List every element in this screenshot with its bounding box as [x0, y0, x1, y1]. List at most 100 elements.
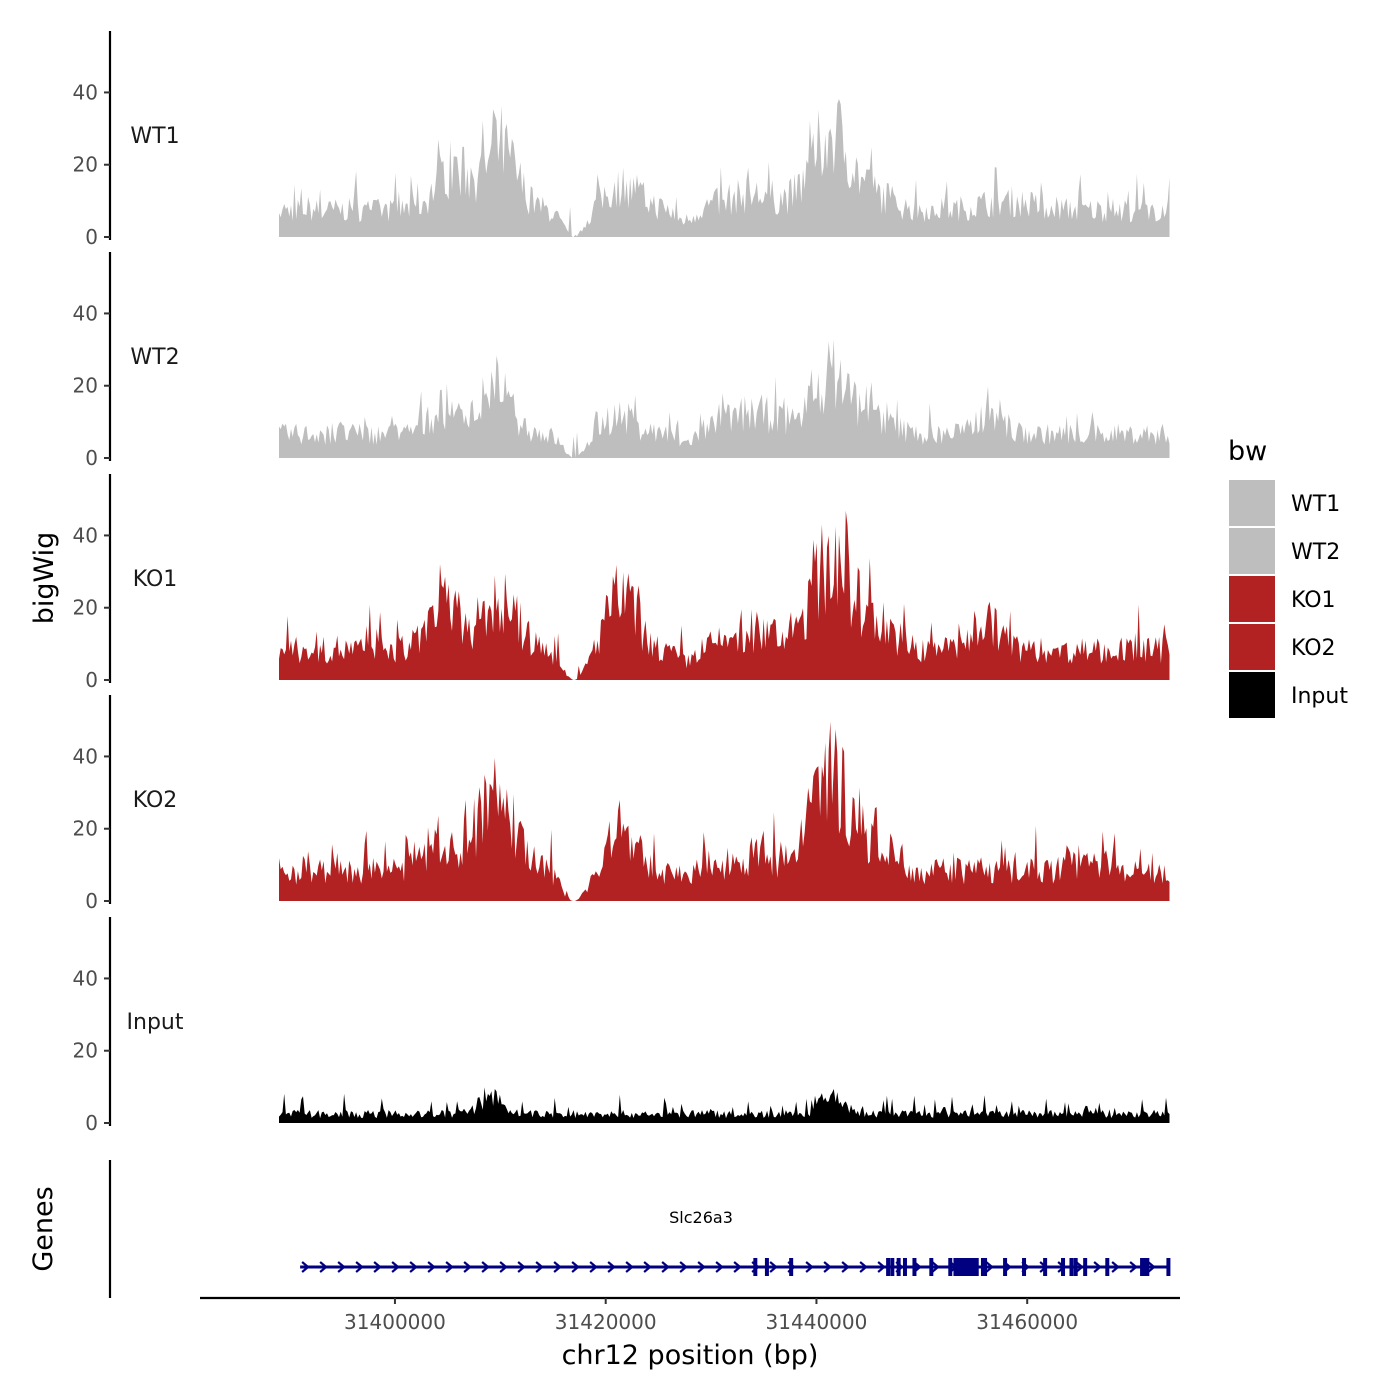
y-axis-title: bigWig: [29, 532, 60, 625]
x-tick-label: 31400000: [344, 1310, 446, 1334]
exon-mark: [764, 1258, 769, 1276]
track-label-ko1: KO1: [133, 567, 178, 592]
legend-label-wt1: WT1: [1291, 492, 1340, 517]
strand-arrow: [1147, 1261, 1156, 1273]
strand-arrow: [517, 1261, 526, 1273]
exon-mark: [896, 1258, 901, 1276]
y-tick-label-input-40: 40: [73, 966, 98, 990]
strand-arrow: [877, 1261, 886, 1273]
x-tick-label: 31440000: [766, 1310, 868, 1334]
strand-arrow: [661, 1261, 670, 1273]
legend-title: bw: [1228, 436, 1267, 467]
strand-arrow: [823, 1261, 832, 1273]
x-axis: 31400000 31420000 31440000 31460000: [200, 1296, 1180, 1334]
y-tick-label-wt1-40: 40: [73, 80, 98, 104]
strand-arrow: [409, 1261, 418, 1273]
legend: bw WT1 WT2 KO1 KO2 Input: [1228, 436, 1348, 718]
strand-arrow: [553, 1261, 562, 1273]
exon-mark: [912, 1258, 917, 1276]
gene-name-label: Slc26a3: [669, 1208, 733, 1227]
exon-block: [953, 1258, 979, 1276]
track-ko1: 0 20 40 KO1: [73, 474, 1170, 692]
exon-mark: [890, 1258, 895, 1276]
legend-label-ko2: KO2: [1291, 636, 1336, 661]
track-ko2: 0 20 40 KO2: [73, 695, 1170, 913]
y-tick-label-ko1-0: 0: [85, 668, 98, 692]
strand-arrow: [805, 1261, 814, 1273]
y-tick-label-wt2-20: 20: [73, 374, 98, 398]
exon-mark: [948, 1258, 953, 1276]
strand-arrow: [427, 1261, 436, 1273]
y-tick-label-wt2-0: 0: [85, 446, 98, 470]
exon-mark: [1105, 1258, 1110, 1276]
exon-mark: [983, 1258, 988, 1276]
legend-key-input: [1229, 672, 1275, 718]
y-tick-label-ko2-40: 40: [73, 744, 98, 768]
strand-arrow: [391, 1261, 400, 1273]
x-tick-label: 31420000: [555, 1310, 657, 1334]
exon-mark: [1061, 1258, 1066, 1276]
strand-arrow: [445, 1261, 454, 1273]
strand-arrow: [463, 1261, 472, 1273]
track-label-ko2: KO2: [133, 788, 178, 813]
coverage-area-ko1: [279, 510, 1170, 680]
y-tick-label-ko1-20: 20: [73, 596, 98, 620]
exon-mark: [789, 1258, 794, 1276]
strand-arrow: [535, 1261, 544, 1273]
strand-arrow: [625, 1261, 634, 1273]
y-tick-label-wt1-0: 0: [85, 225, 98, 249]
y-tick-label-input-0: 0: [85, 1111, 98, 1135]
exon-mark: [980, 1258, 985, 1276]
strand-arrow: [1075, 1261, 1084, 1273]
coverage-area-input: [279, 1087, 1170, 1123]
y-tick-label-wt2-40: 40: [73, 301, 98, 325]
strand-arrow: [679, 1261, 688, 1273]
x-axis-title: chr12 position (bp): [562, 1340, 819, 1371]
exon-mark: [902, 1258, 907, 1276]
exon-mark: [1140, 1258, 1145, 1276]
strand-arrow: [499, 1261, 508, 1273]
track-input: 0 20 40 Input: [73, 917, 1170, 1135]
strand-arrow: [1093, 1261, 1102, 1273]
exon-mark: [1003, 1258, 1008, 1276]
legend-key-wt2: [1229, 528, 1275, 574]
track-wt2: 0 20 40 WT2: [73, 252, 1170, 470]
strand-arrow: [859, 1261, 868, 1273]
coverage-tracks: 0 20 40 WT1 0 20 40 WT2 0 20 40 KO1 0 20 40 KO2 0 20 40 Inp…: [73, 31, 1170, 1135]
exon-mark: [1142, 1258, 1147, 1276]
strand-arrow: [301, 1261, 310, 1273]
exon-mark: [886, 1258, 891, 1276]
coverage-area-wt1: [279, 99, 1170, 237]
legend-label-ko1: KO1: [1291, 588, 1336, 613]
strand-arrow: [769, 1261, 778, 1273]
strand-arrow: [1111, 1261, 1120, 1273]
legend-key-ko2: [1229, 624, 1275, 670]
strand-arrow: [337, 1261, 346, 1273]
exon-mark: [753, 1258, 758, 1276]
exon-mark: [1073, 1258, 1078, 1276]
coverage-area-wt2: [279, 339, 1170, 458]
exon-mark: [1022, 1258, 1027, 1276]
legend-label-input: Input: [1291, 684, 1348, 709]
y-tick-label-ko2-0: 0: [85, 889, 98, 913]
exon-mark: [1166, 1258, 1171, 1276]
strand-arrow: [697, 1261, 706, 1273]
y-tick-label-wt1-20: 20: [73, 153, 98, 177]
strand-arrow: [589, 1261, 598, 1273]
strand-arrow: [481, 1261, 490, 1273]
track-wt1: 0 20 40 WT1: [73, 31, 1170, 249]
x-tick-label: 31460000: [976, 1310, 1078, 1334]
legend-key-ko1: [1229, 576, 1275, 622]
exon-mark: [1145, 1258, 1150, 1276]
y-tick-label-input-20: 20: [73, 1039, 98, 1063]
strand-arrow: [985, 1261, 994, 1273]
strand-arrow: [715, 1261, 724, 1273]
strand-arrow: [571, 1261, 580, 1273]
track-label-wt2: WT2: [130, 345, 179, 370]
exon-mark: [1043, 1258, 1048, 1276]
strand-arrow: [607, 1261, 616, 1273]
exon-mark: [929, 1258, 934, 1276]
gene-track-panel: Genes Slc26a3: [28, 1160, 1171, 1298]
strand-arrow: [319, 1261, 328, 1273]
